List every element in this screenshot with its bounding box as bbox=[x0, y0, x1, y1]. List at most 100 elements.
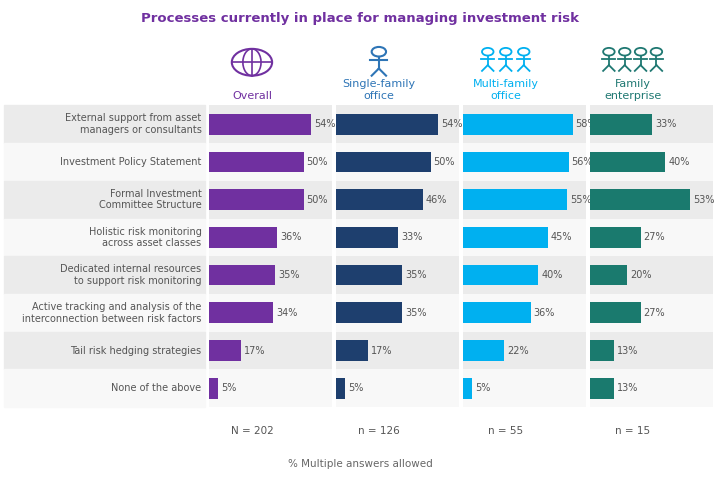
Text: N = 202: N = 202 bbox=[230, 426, 274, 436]
Text: 20%: 20% bbox=[630, 270, 652, 280]
Bar bbox=[209, 332, 332, 369]
Bar bbox=[463, 332, 586, 369]
Bar bbox=[590, 227, 641, 248]
Text: Active tracking and analysis of the
interconnection between risk factors: Active tracking and analysis of the inte… bbox=[22, 302, 202, 324]
Bar bbox=[590, 151, 665, 172]
Bar bbox=[590, 294, 713, 332]
Bar bbox=[463, 340, 504, 361]
Text: 33%: 33% bbox=[401, 232, 423, 242]
Bar bbox=[209, 114, 311, 135]
Bar bbox=[463, 378, 472, 399]
Bar bbox=[590, 114, 652, 135]
Text: 50%: 50% bbox=[433, 157, 455, 167]
Text: Holistic risk monitoring
across asset classes: Holistic risk monitoring across asset cl… bbox=[89, 227, 202, 248]
Bar bbox=[590, 302, 641, 323]
Text: 58%: 58% bbox=[575, 119, 597, 129]
Text: 40%: 40% bbox=[668, 157, 690, 167]
Text: 56%: 56% bbox=[572, 157, 593, 167]
Bar bbox=[336, 332, 459, 369]
Bar bbox=[463, 294, 586, 332]
Bar bbox=[463, 369, 586, 407]
Text: 40%: 40% bbox=[541, 270, 563, 280]
Text: None of the above: None of the above bbox=[112, 383, 202, 393]
Text: Investment Policy Statement: Investment Policy Statement bbox=[60, 157, 202, 167]
Text: 50%: 50% bbox=[307, 194, 328, 205]
Bar bbox=[590, 189, 690, 210]
Bar bbox=[336, 265, 402, 285]
Bar bbox=[336, 105, 459, 143]
Text: n = 55: n = 55 bbox=[488, 426, 523, 436]
Bar bbox=[209, 378, 218, 399]
Bar bbox=[463, 143, 586, 181]
Bar bbox=[463, 114, 572, 135]
Bar bbox=[590, 181, 713, 218]
Bar bbox=[336, 181, 459, 218]
Bar bbox=[209, 181, 332, 218]
Bar bbox=[590, 332, 713, 369]
Bar bbox=[463, 256, 586, 294]
Bar bbox=[336, 256, 459, 294]
Bar bbox=[336, 340, 368, 361]
Text: Dedicated internal resources
to support risk monitoring: Dedicated internal resources to support … bbox=[60, 264, 202, 286]
Text: 27%: 27% bbox=[644, 308, 665, 318]
Text: 50%: 50% bbox=[307, 157, 328, 167]
Text: Overall: Overall bbox=[232, 91, 272, 101]
Text: 17%: 17% bbox=[244, 345, 266, 355]
Bar bbox=[209, 143, 332, 181]
Text: 33%: 33% bbox=[655, 119, 676, 129]
Bar bbox=[463, 302, 531, 323]
Bar bbox=[336, 369, 459, 407]
Bar bbox=[590, 256, 713, 294]
Text: 35%: 35% bbox=[405, 270, 426, 280]
Bar bbox=[463, 105, 586, 143]
Bar bbox=[209, 151, 304, 172]
Bar bbox=[590, 378, 614, 399]
Text: n = 126: n = 126 bbox=[358, 426, 400, 436]
Bar bbox=[463, 181, 586, 218]
Text: 27%: 27% bbox=[644, 232, 665, 242]
Bar bbox=[590, 105, 713, 143]
Text: Family
enterprise: Family enterprise bbox=[604, 79, 661, 101]
Bar bbox=[590, 218, 713, 256]
Text: Processes currently in place for managing investment risk: Processes currently in place for managin… bbox=[141, 12, 579, 25]
Text: n = 15: n = 15 bbox=[615, 426, 650, 436]
Bar bbox=[463, 189, 567, 210]
Bar bbox=[209, 227, 277, 248]
Bar bbox=[336, 143, 459, 181]
Bar bbox=[590, 369, 713, 407]
Text: 34%: 34% bbox=[276, 308, 297, 318]
Text: 22%: 22% bbox=[507, 345, 528, 355]
Bar bbox=[209, 218, 332, 256]
Text: 45%: 45% bbox=[551, 232, 572, 242]
Text: Tail risk hedging strategies: Tail risk hedging strategies bbox=[71, 345, 202, 355]
Bar bbox=[209, 294, 332, 332]
Bar bbox=[209, 265, 275, 285]
Text: Multi-family
office: Multi-family office bbox=[473, 79, 539, 101]
Text: 35%: 35% bbox=[405, 308, 426, 318]
Text: Formal Investment
Committee Structure: Formal Investment Committee Structure bbox=[99, 189, 202, 210]
Bar bbox=[336, 227, 398, 248]
Bar bbox=[463, 227, 548, 248]
Text: 5%: 5% bbox=[348, 383, 364, 393]
Bar bbox=[336, 302, 402, 323]
Text: 5%: 5% bbox=[475, 383, 490, 393]
Bar bbox=[209, 302, 274, 323]
Bar bbox=[336, 294, 459, 332]
Bar bbox=[336, 189, 423, 210]
Text: 17%: 17% bbox=[371, 345, 392, 355]
Bar bbox=[463, 218, 586, 256]
Text: 55%: 55% bbox=[570, 194, 591, 205]
Bar bbox=[336, 218, 459, 256]
Bar bbox=[590, 340, 614, 361]
Bar bbox=[209, 105, 332, 143]
Text: 36%: 36% bbox=[534, 308, 555, 318]
Text: 54%: 54% bbox=[441, 119, 462, 129]
Text: External support from asset
managers or consultants: External support from asset managers or … bbox=[66, 114, 202, 135]
Bar bbox=[463, 151, 569, 172]
Bar bbox=[336, 114, 438, 135]
Bar bbox=[336, 151, 431, 172]
Bar bbox=[209, 256, 332, 294]
Text: 13%: 13% bbox=[617, 383, 639, 393]
Bar bbox=[209, 189, 304, 210]
Text: 13%: 13% bbox=[617, 345, 639, 355]
